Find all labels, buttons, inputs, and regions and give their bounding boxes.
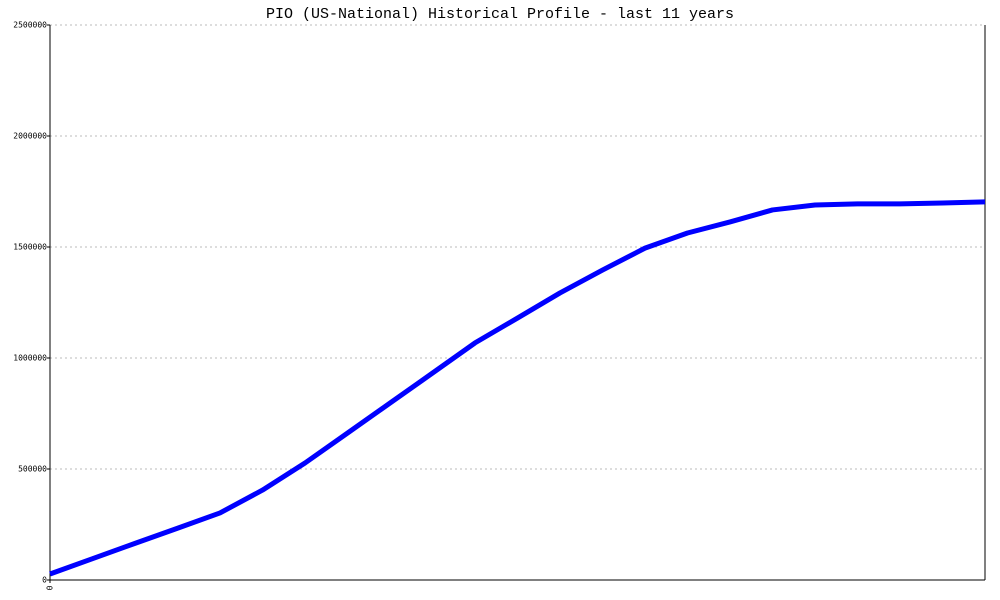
y-tick-label: 0 [42,576,47,585]
y-tick-label: 2000000 [13,132,47,141]
y-tick-label: 2500000 [13,21,47,30]
y-tick-label: 1000000 [13,354,47,363]
y-tick-label: 500000 [18,465,47,474]
x-tick-label: 0 [46,585,55,590]
series-line [49,199,986,577]
chart-title: PIO (US-National) Historical Profile - l… [266,6,734,23]
y-tick-label: 1500000 [13,243,47,252]
